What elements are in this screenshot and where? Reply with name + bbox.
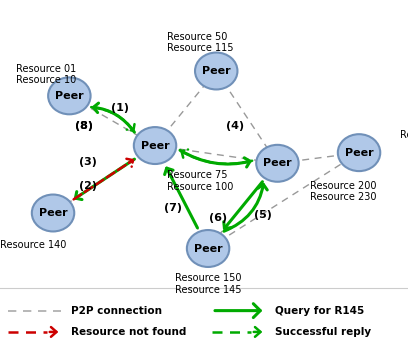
Circle shape <box>256 145 299 182</box>
FancyArrowPatch shape <box>93 103 134 132</box>
Text: Peer: Peer <box>141 141 169 151</box>
Text: (8): (8) <box>75 121 93 131</box>
Circle shape <box>187 230 229 267</box>
Text: Peer: Peer <box>39 208 67 218</box>
FancyArrowPatch shape <box>91 107 135 131</box>
Text: (7): (7) <box>164 203 182 213</box>
Text: Resource 150
Resource 145: Resource 150 Resource 145 <box>175 273 241 295</box>
Text: Resource 200
Resource 230: Resource 200 Resource 230 <box>310 181 377 202</box>
FancyArrowPatch shape <box>182 149 252 164</box>
Text: Peer: Peer <box>202 66 231 76</box>
Circle shape <box>32 195 74 231</box>
Text: (8): (8) <box>75 121 93 131</box>
Circle shape <box>195 53 237 89</box>
FancyArrowPatch shape <box>164 168 197 228</box>
Text: (2): (2) <box>79 181 97 191</box>
Text: Resource 140: Resource 140 <box>0 240 67 250</box>
FancyArrowPatch shape <box>180 150 250 167</box>
Circle shape <box>338 134 380 171</box>
Text: Peer: Peer <box>194 244 222 253</box>
Circle shape <box>48 77 91 114</box>
Text: Peer: Peer <box>55 91 84 101</box>
Text: Query for R145: Query for R145 <box>275 306 365 316</box>
Text: (4): (4) <box>226 121 244 131</box>
Text: Resource 01
Resource 10: Resource 01 Resource 10 <box>16 64 77 85</box>
Text: (1): (1) <box>111 103 129 113</box>
Text: Resource not found: Resource not found <box>71 327 187 337</box>
FancyArrowPatch shape <box>73 159 133 200</box>
Text: Peer: Peer <box>263 158 292 168</box>
Text: Resource 50
Resource 115: Resource 50 Resource 115 <box>167 32 233 53</box>
FancyArrowPatch shape <box>215 304 260 318</box>
Text: P2P connection: P2P connection <box>71 306 162 316</box>
Text: Resource 160: Resource 160 <box>400 130 408 140</box>
FancyArrowPatch shape <box>50 327 57 337</box>
FancyArrowPatch shape <box>224 185 267 231</box>
FancyArrowPatch shape <box>224 182 262 228</box>
Text: Peer: Peer <box>345 148 373 158</box>
Text: Resource 75
Resource 100: Resource 75 Resource 100 <box>167 170 234 192</box>
Text: (6): (6) <box>209 213 227 223</box>
Circle shape <box>134 127 176 164</box>
FancyArrowPatch shape <box>254 327 261 337</box>
FancyArrowPatch shape <box>75 159 135 200</box>
Text: (5): (5) <box>254 210 272 220</box>
Text: Successful reply: Successful reply <box>275 327 372 337</box>
Text: (3): (3) <box>79 157 97 166</box>
